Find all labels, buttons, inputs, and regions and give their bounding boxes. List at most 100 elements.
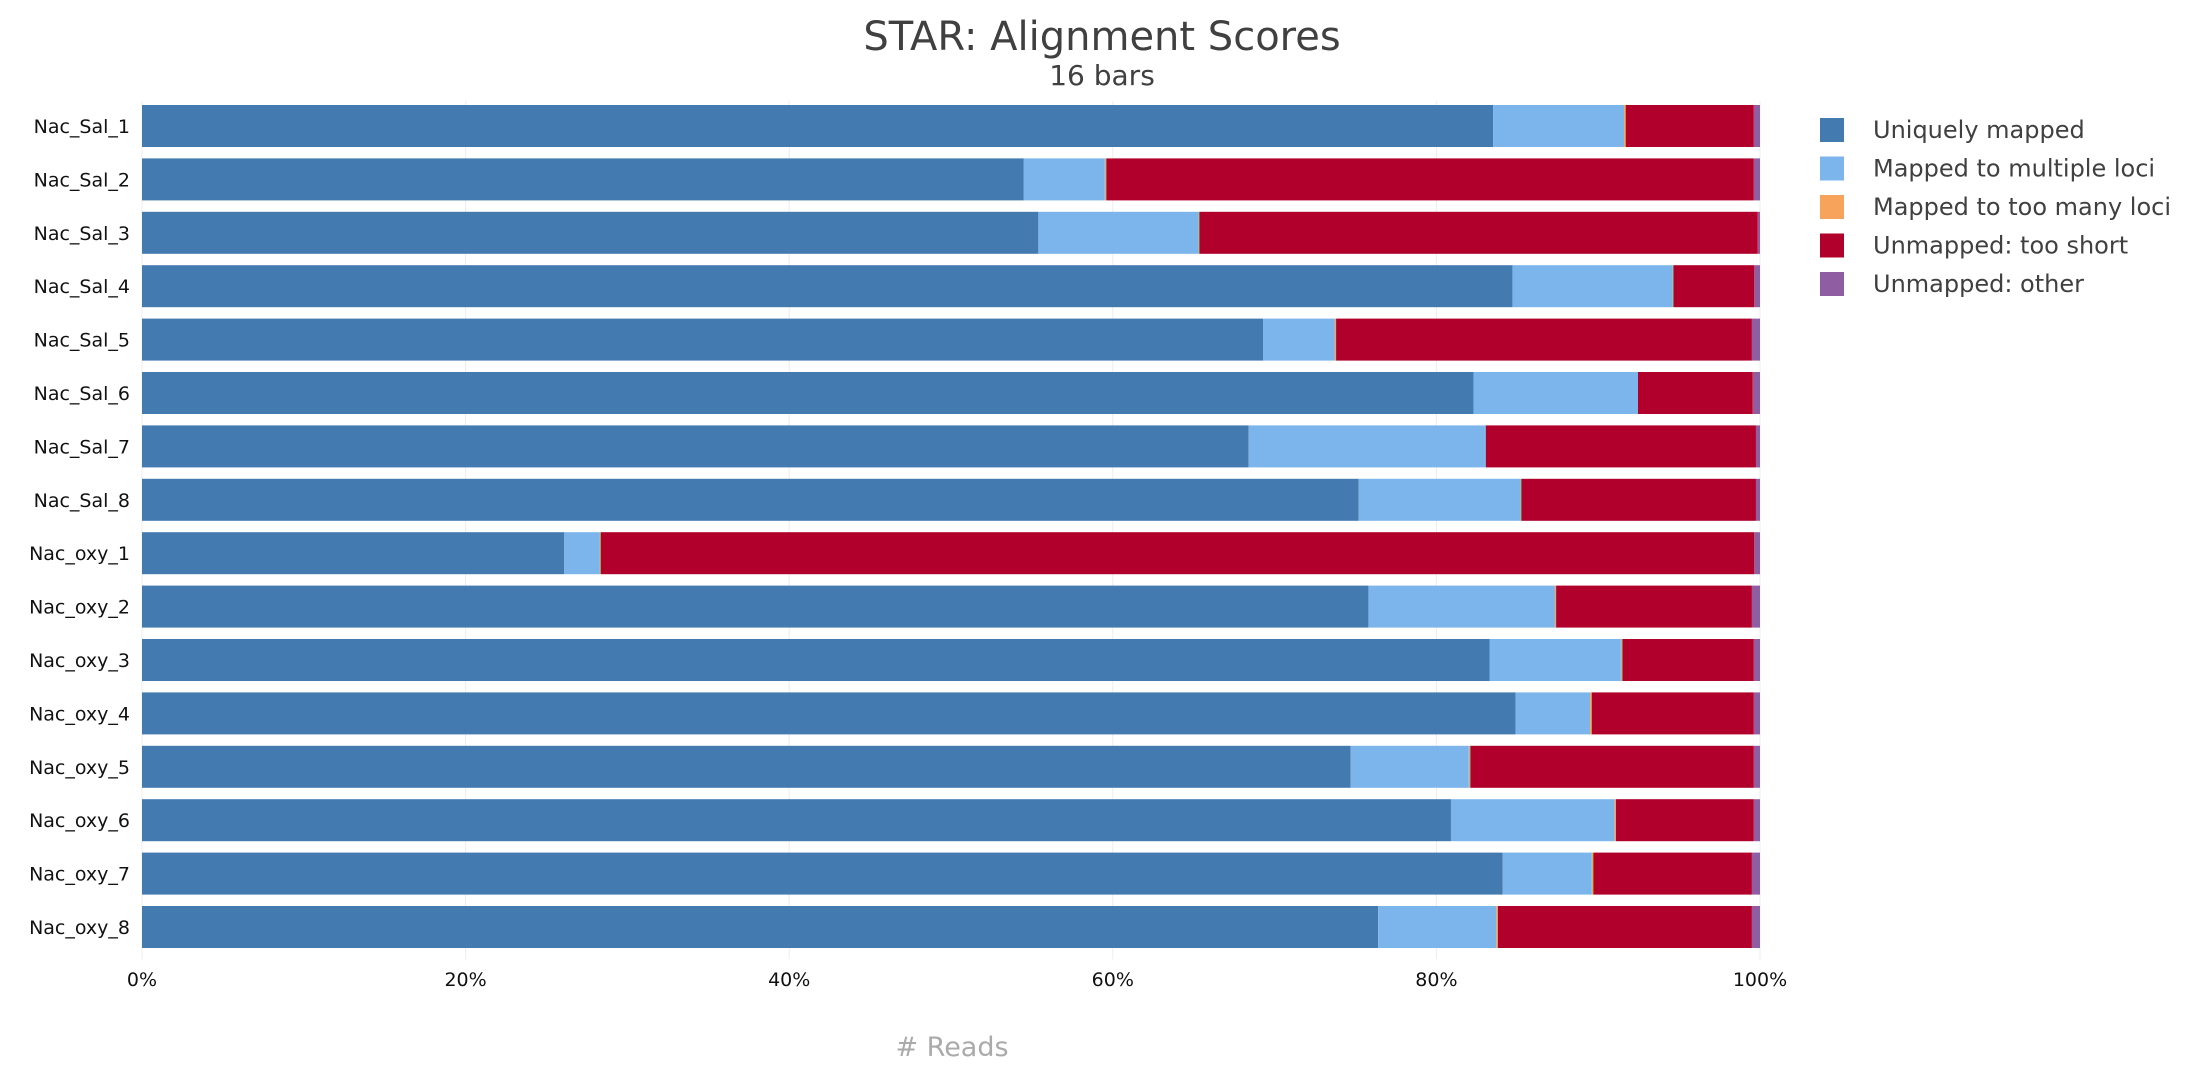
bar-segment[interactable] — [1554, 585, 1557, 628]
bar-segment[interactable] — [1468, 745, 1471, 788]
bar-segment[interactable] — [1753, 105, 1760, 147]
bar-segment[interactable] — [600, 532, 1755, 575]
legend-item[interactable]: Unmapped: too short — [1820, 232, 2128, 260]
bar-segment[interactable] — [1614, 799, 1616, 842]
bar-segment[interactable] — [1672, 265, 1674, 308]
bar-segment[interactable] — [142, 478, 1359, 521]
bar-segment[interactable] — [1753, 745, 1760, 788]
bar-group[interactable] — [142, 105, 1760, 147]
bar-segment[interactable] — [142, 425, 1249, 468]
bar-segment[interactable] — [1350, 745, 1469, 788]
bar-segment[interactable] — [1590, 692, 1592, 735]
bar-segment[interactable] — [1751, 906, 1760, 948]
bar-segment[interactable] — [142, 318, 1264, 361]
bar-segment[interactable] — [1622, 639, 1754, 681]
bar-segment[interactable] — [142, 639, 1490, 681]
bar-segment[interactable] — [1757, 211, 1760, 254]
bar-segment[interactable] — [1496, 906, 1498, 948]
bar-segment[interactable] — [1484, 425, 1486, 468]
bar-segment[interactable] — [142, 799, 1451, 842]
bar-segment[interactable] — [1336, 318, 1752, 361]
bar-segment[interactable] — [142, 265, 1513, 308]
bar-segment[interactable] — [1521, 478, 1756, 521]
bar-segment[interactable] — [142, 906, 1379, 948]
bar-segment[interactable] — [1334, 318, 1337, 361]
bar-group[interactable] — [142, 799, 1760, 842]
bar-segment[interactable] — [1493, 105, 1625, 147]
bar-segment[interactable] — [1753, 799, 1760, 842]
bar-segment[interactable] — [1752, 372, 1760, 414]
bar-segment[interactable] — [1591, 852, 1594, 895]
bar-segment[interactable] — [1378, 906, 1497, 948]
bar-segment[interactable] — [1473, 372, 1638, 414]
bar-segment[interactable] — [1755, 425, 1760, 468]
bar-group[interactable] — [142, 852, 1760, 895]
bar-segment[interactable] — [1637, 372, 1753, 414]
bar-segment[interactable] — [1751, 318, 1760, 361]
bar-segment[interactable] — [564, 532, 600, 575]
bar-segment[interactable] — [1754, 532, 1760, 575]
bar-segment[interactable] — [1038, 211, 1199, 254]
bar-segment[interactable] — [142, 158, 1024, 201]
bar-segment[interactable] — [142, 692, 1516, 735]
bar-segment[interactable] — [1615, 799, 1754, 842]
bar-segment[interactable] — [1591, 692, 1754, 735]
bar-segment[interactable] — [1520, 478, 1522, 521]
legend-item[interactable]: Mapped to too many loci — [1820, 193, 2171, 221]
bar-group[interactable] — [142, 318, 1760, 361]
bar-segment[interactable] — [1753, 692, 1760, 735]
bar-segment[interactable] — [1620, 639, 1623, 681]
bar-segment[interactable] — [1751, 585, 1760, 628]
bar-segment[interactable] — [142, 585, 1369, 628]
legend-item[interactable]: Mapped to multiple loci — [1820, 155, 2155, 183]
bar-group[interactable] — [142, 906, 1760, 948]
bar-segment[interactable] — [1199, 211, 1758, 254]
bar-group[interactable] — [142, 532, 1760, 575]
bar-segment[interactable] — [1489, 639, 1621, 681]
bar-segment[interactable] — [142, 105, 1494, 147]
bar-segment[interactable] — [1198, 211, 1200, 254]
bar-group[interactable] — [142, 478, 1760, 521]
bar-segment[interactable] — [1497, 906, 1752, 948]
bar-segment[interactable] — [142, 745, 1351, 788]
legend[interactable]: Uniquely mapped Mapped to multiple loci Ma… — [1820, 116, 2171, 298]
bar-segment[interactable] — [1023, 158, 1105, 201]
bar-segment[interactable] — [1753, 158, 1760, 201]
bar-segment[interactable] — [1485, 425, 1756, 468]
bar-segment[interactable] — [1502, 852, 1592, 895]
bar-segment[interactable] — [1358, 478, 1521, 521]
bar-segment[interactable] — [1751, 852, 1760, 895]
bar-group[interactable] — [142, 425, 1760, 468]
bar-segment[interactable] — [599, 532, 601, 575]
bar-segment[interactable] — [1450, 799, 1615, 842]
bar-group[interactable] — [142, 372, 1760, 414]
bar-group[interactable] — [142, 585, 1760, 628]
bar-segment[interactable] — [142, 372, 1474, 414]
legend-item[interactable]: Uniquely mapped — [1820, 116, 2085, 144]
bar-segment[interactable] — [1637, 372, 1638, 414]
bar-segment[interactable] — [1104, 158, 1107, 201]
bar-segment[interactable] — [1263, 318, 1335, 361]
bar-segment[interactable] — [1673, 265, 1755, 308]
bar-group[interactable] — [142, 211, 1760, 254]
bar-segment[interactable] — [1248, 425, 1485, 468]
bar-segment[interactable] — [1624, 105, 1626, 147]
bar-segment[interactable] — [142, 211, 1039, 254]
bar-segment[interactable] — [1625, 105, 1754, 147]
bar-segment[interactable] — [1512, 265, 1673, 308]
legend-item[interactable]: Unmapped: other — [1820, 270, 2084, 298]
bar-segment[interactable] — [142, 532, 565, 575]
bar-segment[interactable] — [1106, 158, 1754, 201]
bar-group[interactable] — [142, 692, 1760, 735]
bar-group[interactable] — [142, 158, 1760, 201]
bar-segment[interactable] — [1754, 265, 1760, 308]
bar-segment[interactable] — [1470, 745, 1754, 788]
bar-group[interactable] — [142, 745, 1760, 788]
bar-segment[interactable] — [1368, 585, 1555, 628]
bar-segment[interactable] — [142, 852, 1503, 895]
bar-segment[interactable] — [1556, 585, 1752, 628]
bar-segment[interactable] — [1515, 692, 1591, 735]
bar-segment[interactable] — [1753, 639, 1760, 681]
bar-group[interactable] — [142, 265, 1760, 308]
bar-segment[interactable] — [1593, 852, 1752, 895]
